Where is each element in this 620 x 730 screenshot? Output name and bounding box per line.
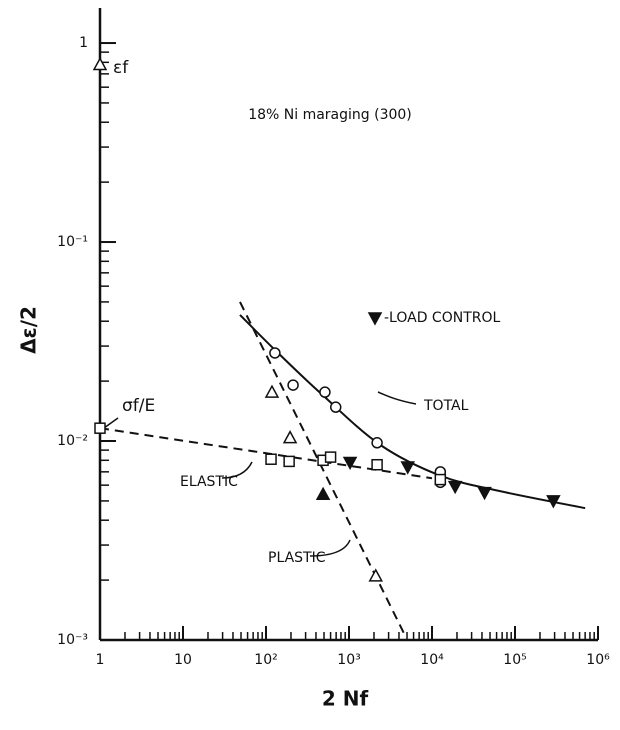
legend-label: -LOAD CONTROL bbox=[384, 310, 501, 326]
data-point bbox=[264, 384, 280, 398]
annotation: ELASTIC bbox=[180, 474, 238, 490]
curve-2 bbox=[239, 301, 406, 636]
y-axis-label: Δε/2 bbox=[17, 306, 41, 354]
data-point bbox=[265, 453, 277, 465]
data-point bbox=[546, 495, 561, 509]
y-tick-label: 10⁻³ bbox=[57, 632, 88, 648]
annotation: εf bbox=[113, 58, 129, 78]
data-point bbox=[324, 451, 337, 463]
x-tick-label: 10 bbox=[174, 652, 192, 668]
data-point bbox=[282, 430, 298, 444]
data-point bbox=[283, 455, 295, 468]
data-point bbox=[371, 458, 383, 471]
annotation: PLASTIC bbox=[268, 550, 326, 566]
x-tick-label: 1 bbox=[96, 652, 105, 668]
data-point bbox=[434, 473, 447, 486]
legend-marker bbox=[367, 312, 383, 326]
data-point bbox=[477, 486, 492, 501]
data-point bbox=[342, 456, 358, 471]
data-point bbox=[368, 568, 384, 582]
curve-0 bbox=[239, 314, 586, 510]
annotation: TOTAL bbox=[423, 398, 469, 414]
data-point bbox=[447, 480, 463, 495]
data-point bbox=[371, 437, 383, 449]
x-tick-label: 10⁵ bbox=[503, 652, 526, 668]
data-point bbox=[92, 56, 108, 71]
data-point bbox=[315, 486, 331, 501]
x-axis-label: 2 Nf bbox=[322, 687, 369, 711]
x-tick-label: 10⁶ bbox=[586, 652, 610, 668]
y-tick-label: 1 bbox=[79, 35, 88, 51]
annotation-arrows bbox=[103, 391, 417, 557]
y-tick-label: 10⁻² bbox=[57, 433, 88, 449]
y-tick-label: 10⁻¹ bbox=[57, 234, 88, 250]
x-tick-label: 10² bbox=[254, 652, 277, 668]
data-point bbox=[319, 386, 331, 398]
data-point bbox=[269, 347, 281, 359]
annotation: σf/E bbox=[122, 396, 155, 416]
chart-title: 18% Ni maraging (300) bbox=[248, 107, 412, 123]
data-point bbox=[287, 379, 299, 391]
curve-1 bbox=[99, 427, 433, 480]
data-point bbox=[400, 461, 415, 475]
data-point bbox=[329, 401, 342, 413]
x-tick-label: 10³ bbox=[337, 652, 360, 668]
data-point bbox=[94, 422, 106, 434]
x-tick-label: 10⁴ bbox=[420, 652, 444, 668]
